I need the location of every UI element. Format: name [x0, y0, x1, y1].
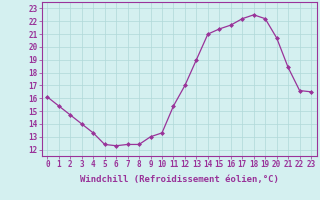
X-axis label: Windchill (Refroidissement éolien,°C): Windchill (Refroidissement éolien,°C) [80, 175, 279, 184]
